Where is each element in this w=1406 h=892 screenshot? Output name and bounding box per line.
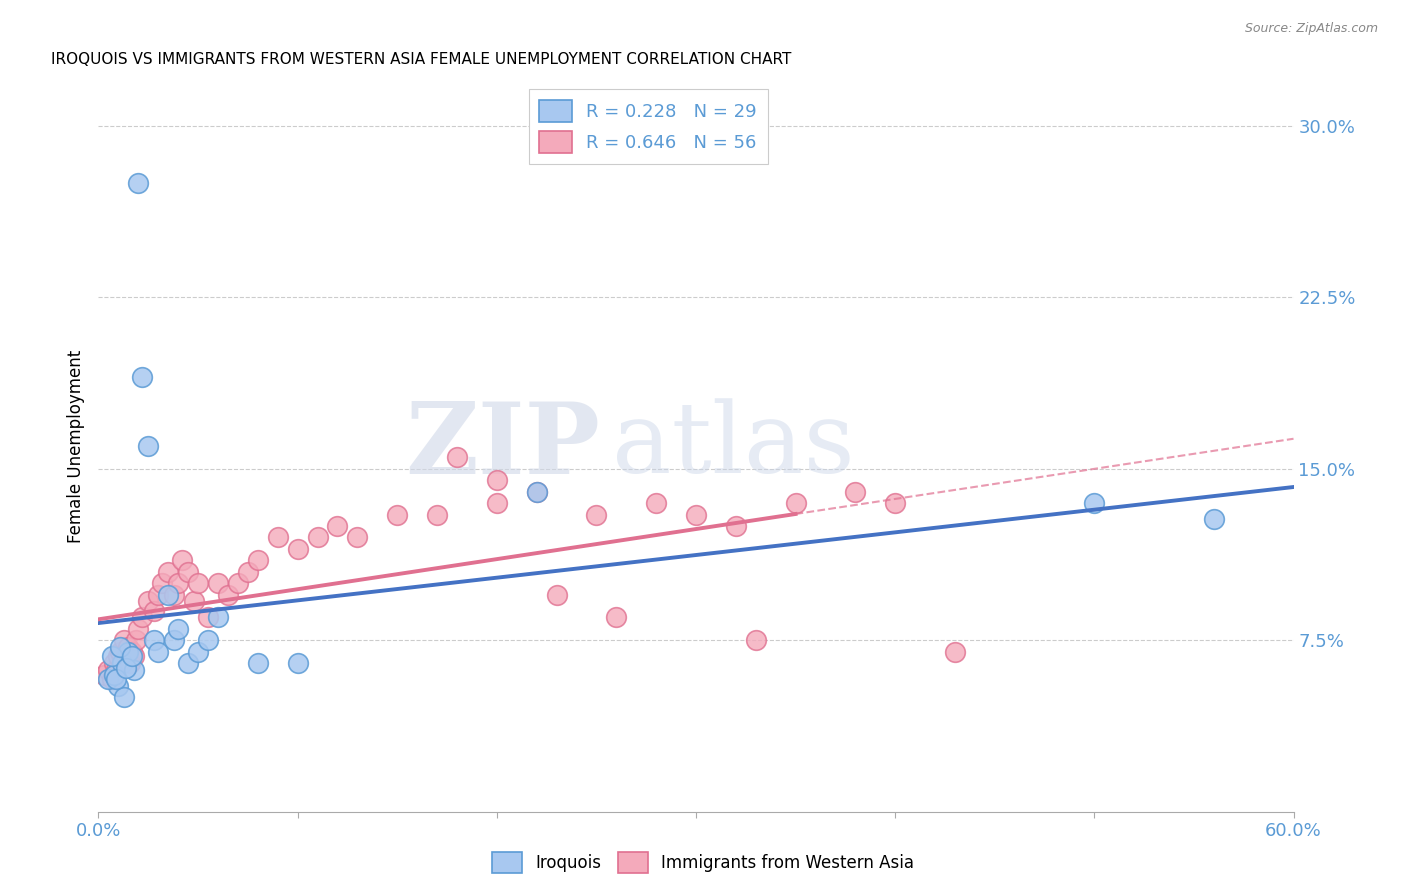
Point xyxy=(111,656,134,670)
Y-axis label: Female Unemployment: Female Unemployment xyxy=(66,350,84,542)
Point xyxy=(177,656,200,670)
Point xyxy=(207,610,229,624)
Point xyxy=(745,633,768,648)
Point xyxy=(150,576,173,591)
Point xyxy=(131,610,153,624)
Point xyxy=(107,649,129,664)
Point xyxy=(117,645,139,659)
Text: atlas: atlas xyxy=(613,398,855,494)
Point xyxy=(121,649,143,664)
Point xyxy=(485,473,508,487)
Point xyxy=(136,594,159,608)
Point xyxy=(546,588,568,602)
Point xyxy=(187,576,209,591)
Point xyxy=(143,633,166,648)
Point xyxy=(157,588,180,602)
Point xyxy=(101,672,124,686)
Point xyxy=(307,530,329,544)
Point xyxy=(197,633,219,648)
Point xyxy=(157,565,180,579)
Point xyxy=(167,576,190,591)
Point xyxy=(111,656,134,670)
Text: IROQUOIS VS IMMIGRANTS FROM WESTERN ASIA FEMALE UNEMPLOYMENT CORRELATION CHART: IROQUOIS VS IMMIGRANTS FROM WESTERN ASIA… xyxy=(51,52,792,67)
Point xyxy=(117,640,139,655)
Point xyxy=(93,667,115,681)
Point xyxy=(121,645,143,659)
Point xyxy=(167,622,190,636)
Point xyxy=(446,450,468,465)
Point xyxy=(110,645,132,659)
Point xyxy=(287,656,309,670)
Point xyxy=(226,576,249,591)
Point xyxy=(605,610,627,624)
Point xyxy=(426,508,449,522)
Point xyxy=(1202,512,1225,526)
Point xyxy=(246,656,269,670)
Point xyxy=(183,594,205,608)
Point xyxy=(120,656,142,670)
Point xyxy=(112,690,135,705)
Point xyxy=(197,610,219,624)
Point xyxy=(103,667,125,681)
Point xyxy=(207,576,229,591)
Point xyxy=(107,679,129,693)
Point xyxy=(724,519,747,533)
Text: ZIP: ZIP xyxy=(405,398,600,494)
Legend: R = 0.228   N = 29, R = 0.646   N = 56: R = 0.228 N = 29, R = 0.646 N = 56 xyxy=(529,89,768,164)
Point xyxy=(217,588,239,602)
Point xyxy=(645,496,668,510)
Point xyxy=(101,649,124,664)
Point xyxy=(287,541,309,556)
Point xyxy=(97,663,120,677)
Point xyxy=(148,645,170,659)
Point xyxy=(172,553,194,567)
Point xyxy=(485,496,508,510)
Point xyxy=(105,672,128,686)
Point xyxy=(346,530,368,544)
Point xyxy=(246,553,269,567)
Point xyxy=(385,508,409,522)
Point xyxy=(148,588,170,602)
Point xyxy=(127,622,149,636)
Point xyxy=(943,645,966,659)
Point xyxy=(105,663,128,677)
Point xyxy=(163,588,186,602)
Point xyxy=(785,496,807,510)
Point xyxy=(143,604,166,618)
Point xyxy=(163,633,186,648)
Point xyxy=(526,484,548,499)
Point xyxy=(685,508,707,522)
Point xyxy=(97,672,120,686)
Point xyxy=(127,176,149,190)
Point xyxy=(884,496,907,510)
Point xyxy=(131,370,153,384)
Point xyxy=(267,530,290,544)
Point xyxy=(236,565,259,579)
Point xyxy=(187,645,209,659)
Point xyxy=(115,649,138,664)
Point xyxy=(124,663,146,677)
Point xyxy=(110,640,132,655)
Point xyxy=(326,519,349,533)
Legend: Iroquois, Immigrants from Western Asia: Iroquois, Immigrants from Western Asia xyxy=(485,846,921,880)
Point xyxy=(125,633,148,648)
Text: Source: ZipAtlas.com: Source: ZipAtlas.com xyxy=(1244,22,1378,36)
Point xyxy=(112,633,135,648)
Point xyxy=(585,508,607,522)
Point xyxy=(177,565,200,579)
Point xyxy=(124,649,146,664)
Point xyxy=(1083,496,1105,510)
Point xyxy=(136,439,159,453)
Point xyxy=(115,661,138,675)
Point xyxy=(103,656,125,670)
Point xyxy=(526,484,548,499)
Point xyxy=(844,484,866,499)
